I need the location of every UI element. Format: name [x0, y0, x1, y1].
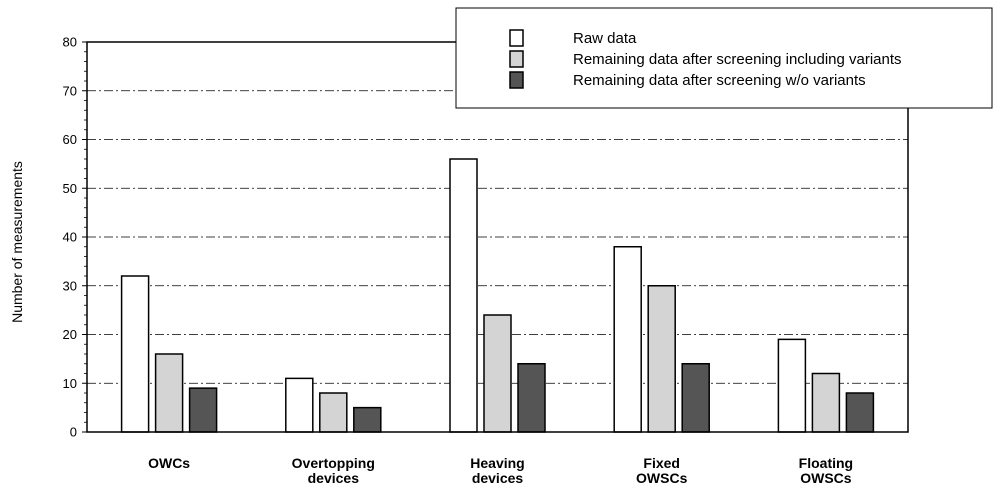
y-tick-label: 10 [63, 376, 77, 391]
y-tick-label: 50 [63, 181, 77, 196]
bar-3-1 [188, 387, 218, 433]
bar-3-4 [681, 363, 710, 433]
legend-entry: Remaining data after screening including… [573, 51, 902, 68]
bar-2-4 [647, 285, 676, 433]
bar-1-4 [613, 246, 642, 433]
bar-3-5 [845, 392, 875, 433]
legend-swatch [509, 71, 524, 89]
category-label: Fixed OWSCs [636, 455, 688, 486]
y-tick-label: 20 [63, 327, 77, 342]
bar-2-2 [319, 392, 348, 433]
legend-entry: Raw data [573, 30, 637, 47]
legend: Raw data Remaining data after screening i… [455, 7, 993, 109]
bar-2-1 [154, 353, 184, 433]
bar-2-3 [483, 314, 512, 433]
legend-swatch [509, 50, 524, 68]
category-label: Heaving devices [470, 455, 524, 486]
bar-1-3 [449, 158, 478, 433]
legend-swatch [509, 29, 524, 47]
category-label: Overtopping devices [292, 455, 375, 486]
x-axis-labels: OWCs Overtopping devices Heaving devices Fixe… [148, 455, 853, 486]
y-tick-label: 60 [63, 132, 77, 147]
bar-1-5 [777, 338, 807, 433]
y-tick-label: 40 [63, 230, 77, 245]
bars [120, 158, 875, 433]
grid-lines [87, 90, 908, 384]
y-tick-label: 80 [63, 35, 77, 50]
y-axis-ticks: 0 10 20 30 40 50 60 70 80 [63, 35, 87, 440]
y-axis-label: Number of measurements [9, 161, 25, 323]
bar-1-1 [120, 275, 150, 433]
bar-3-3 [517, 363, 546, 433]
y-tick-label: 30 [63, 278, 77, 293]
category-label: Floating OWSCs [799, 455, 853, 486]
bar-3-2 [353, 406, 382, 433]
y-tick-label: 70 [63, 83, 77, 98]
legend-box [455, 7, 993, 109]
bar-1-2 [285, 377, 314, 433]
category-label: OWCs [148, 455, 190, 471]
legend-entry: Remaining data after screening w/o varia… [573, 72, 866, 89]
bar-2-5 [811, 372, 841, 433]
y-tick-label: 0 [70, 425, 77, 440]
